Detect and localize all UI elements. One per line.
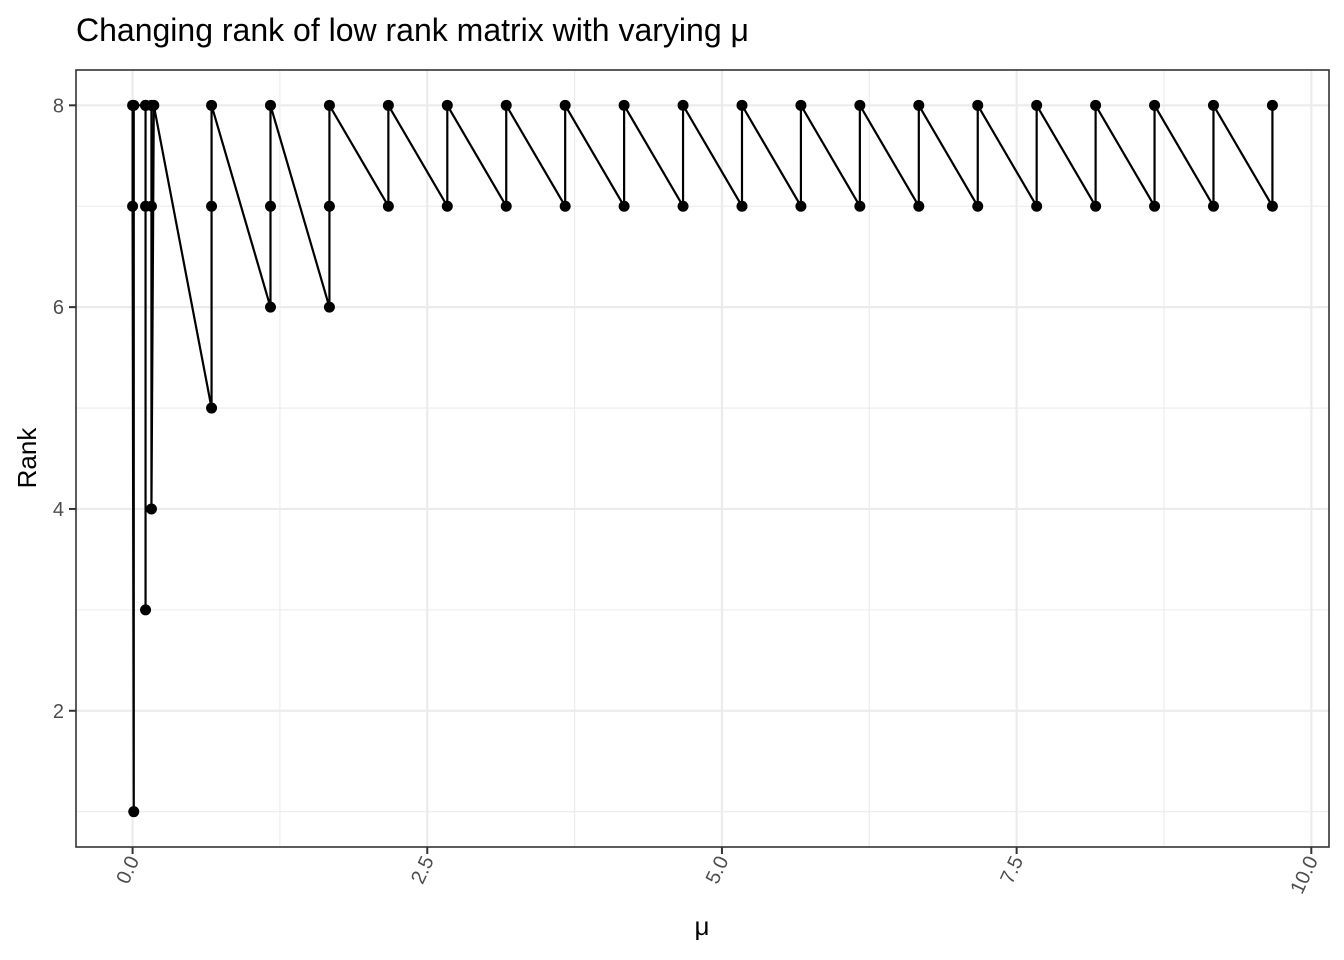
data-point	[1149, 200, 1161, 212]
data-point	[140, 604, 152, 616]
data-point	[1207, 200, 1219, 212]
data-point	[145, 200, 157, 212]
chart-title: Changing rank of low rank matrix with va…	[76, 12, 749, 48]
data-point	[559, 99, 571, 111]
x-tick-label: 0.0	[112, 853, 144, 888]
data-point	[500, 200, 512, 212]
series-line	[131, 104, 1274, 813]
data-point	[128, 806, 140, 818]
data-point	[854, 200, 866, 212]
data-point	[128, 99, 140, 111]
data-point	[677, 99, 689, 111]
series-layer	[131, 104, 1274, 813]
data-point	[795, 200, 807, 212]
data-point	[913, 99, 925, 111]
plot-panel-border	[75, 69, 1330, 848]
y-axis-title: Rank	[12, 427, 42, 489]
data-point	[1266, 200, 1278, 212]
data-point	[559, 200, 571, 212]
data-point	[206, 99, 218, 111]
data-point	[618, 200, 630, 212]
data-point	[441, 200, 453, 212]
points-layer	[127, 99, 1278, 818]
data-point	[382, 200, 394, 212]
data-point	[264, 200, 276, 212]
data-point	[1207, 99, 1219, 111]
data-point	[972, 200, 984, 212]
data-point	[736, 200, 748, 212]
data-point	[441, 99, 453, 111]
data-point	[1090, 99, 1102, 111]
data-point	[1031, 200, 1043, 212]
x-tick-label: 5.0	[702, 853, 734, 888]
data-point	[972, 99, 984, 111]
data-point	[206, 402, 218, 414]
data-point	[1266, 99, 1278, 111]
data-point	[323, 301, 335, 313]
data-point	[382, 99, 394, 111]
grid-layer	[76, 70, 1329, 847]
data-point	[1149, 99, 1161, 111]
data-point	[323, 99, 335, 111]
data-point	[1090, 200, 1102, 212]
x-axis-title: μ	[695, 911, 710, 941]
y-tick-label: 4	[53, 499, 64, 521]
data-point	[1031, 99, 1043, 111]
data-point	[795, 99, 807, 111]
data-point	[206, 200, 218, 212]
y-tick-label: 2	[53, 701, 64, 723]
data-point	[913, 200, 925, 212]
data-point	[148, 99, 160, 111]
data-point	[264, 301, 276, 313]
data-point	[618, 99, 630, 111]
data-point	[127, 200, 139, 212]
data-point	[145, 503, 157, 515]
data-point	[854, 99, 866, 111]
x-tick-label: 10.0	[1286, 853, 1322, 898]
x-tick-label: 7.5	[996, 853, 1028, 888]
y-tick-label: 6	[53, 297, 64, 319]
data-point	[264, 99, 276, 111]
x-tick-label: 2.5	[407, 853, 439, 888]
y-tick-label: 8	[53, 95, 64, 117]
data-point	[323, 200, 335, 212]
data-point	[736, 99, 748, 111]
data-point	[500, 99, 512, 111]
data-point	[677, 200, 689, 212]
